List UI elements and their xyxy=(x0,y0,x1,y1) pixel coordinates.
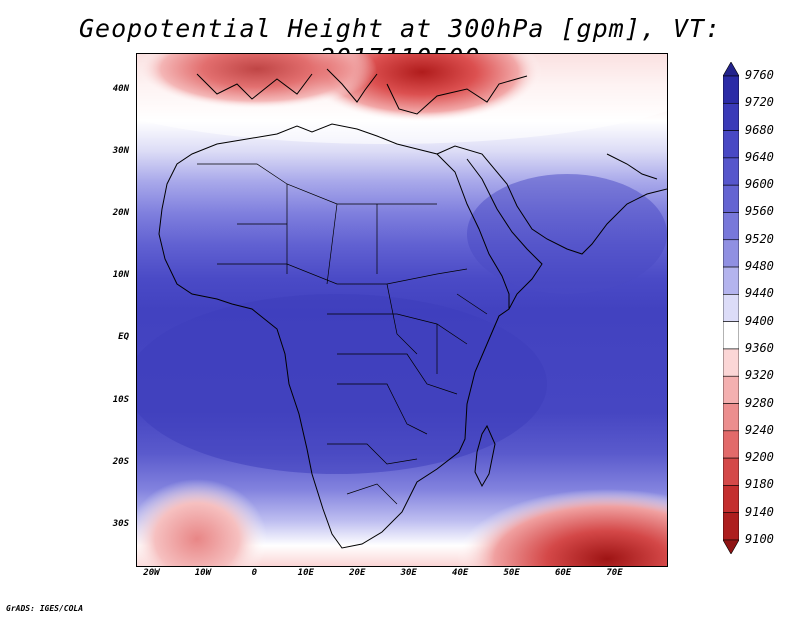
lat-tick-label: 20S xyxy=(112,456,129,467)
colorbar-box xyxy=(723,239,739,268)
lat-tick-label: EQ xyxy=(118,332,129,343)
colorbar-level-label: 9400 xyxy=(745,313,774,328)
iberia-coastline xyxy=(196,73,313,100)
lat-tick-label: 40N xyxy=(112,84,129,95)
lat-tick-label: 10S xyxy=(112,394,129,405)
lon-tick-label: 50E xyxy=(503,568,520,578)
southwest-high-red xyxy=(137,479,267,566)
colorbar-box xyxy=(723,102,739,131)
lon-tick-label: 10W xyxy=(194,568,212,578)
lon-tick-label: 40E xyxy=(452,568,469,578)
arabia-coastline xyxy=(436,145,667,255)
lon-tick-label: 20E xyxy=(349,568,366,578)
colorbar-level-label: 9640 xyxy=(745,149,774,164)
southeast-high-red xyxy=(457,489,667,566)
colorbar-level-label: 9360 xyxy=(745,340,774,355)
colorbar-level-label: 9760 xyxy=(745,68,774,82)
colorbar-box xyxy=(723,75,739,104)
madagascar-coastline xyxy=(474,424,496,488)
colorbar-box xyxy=(723,430,739,459)
colorbar-box xyxy=(723,348,739,377)
colorbar-box xyxy=(723,457,739,486)
lat-tick-label: 20N xyxy=(112,208,129,219)
colorbar-level-label: 9140 xyxy=(745,504,774,519)
colorbar-box xyxy=(723,375,739,404)
lon-tick-label: 70E xyxy=(606,568,623,578)
colorbar-level-label: 9180 xyxy=(745,477,774,492)
lon-tick-label: 30E xyxy=(400,568,417,578)
italy-coastline xyxy=(326,68,378,103)
colorbar-level-label: 9480 xyxy=(745,259,774,274)
colorbar-level-label: 9240 xyxy=(745,422,774,437)
colorbar-box xyxy=(723,184,739,213)
colorbar-level-label: 9560 xyxy=(745,204,774,219)
country-borders xyxy=(197,163,488,505)
geopotential-map[interactable] xyxy=(137,54,667,566)
colorbar-box xyxy=(723,403,739,432)
colorbar-box xyxy=(723,266,739,295)
colorbar-level-label: 9520 xyxy=(745,231,774,246)
lat-tick-label: 30N xyxy=(112,146,129,157)
footer-credit: GrADS: IGES/COLA xyxy=(6,604,84,613)
northwest-high-red xyxy=(137,54,377,109)
coastlines xyxy=(158,68,667,549)
colorbar-box xyxy=(723,157,739,186)
colorbar-level-label: 9680 xyxy=(745,122,774,137)
colorbar-box xyxy=(723,512,739,541)
colorbar-level-label: 9100 xyxy=(745,532,774,546)
colorbar-box xyxy=(723,294,739,322)
red-sea-coastline xyxy=(466,158,543,310)
colorbar-box xyxy=(723,130,739,159)
colorbar-box xyxy=(723,485,739,514)
lon-tick-label: 10E xyxy=(297,568,314,578)
colorbar-top-triangle xyxy=(723,62,739,77)
lat-tick-label: 10N xyxy=(112,270,129,281)
lon-tick-label: 20W xyxy=(143,568,160,578)
colorbar-box xyxy=(723,321,739,350)
colorbar-bottom-triangle xyxy=(723,539,739,554)
colorbar xyxy=(723,62,739,554)
colorbar-box xyxy=(723,212,739,241)
colorbar-level-label: 9440 xyxy=(745,286,774,301)
colorbar-level-label: 9720 xyxy=(745,95,774,110)
lon-tick-label: 60E xyxy=(554,568,572,578)
colorbar-level-label: 9600 xyxy=(745,177,774,192)
lon-tick-label: 0 xyxy=(251,568,258,578)
greece-turkey-coastline xyxy=(386,75,528,115)
iran-coastline xyxy=(606,153,658,180)
arabian-band xyxy=(467,174,667,294)
colorbar-level-label: 9200 xyxy=(745,450,774,465)
colorbar-level-label: 9280 xyxy=(745,395,774,410)
map-panel[interactable] xyxy=(136,53,668,567)
colorbar-boxes xyxy=(723,62,739,554)
africa-coastline xyxy=(158,123,510,549)
lat-tick-label: 30S xyxy=(112,518,129,529)
colorbar-level-label: 9320 xyxy=(745,368,774,383)
